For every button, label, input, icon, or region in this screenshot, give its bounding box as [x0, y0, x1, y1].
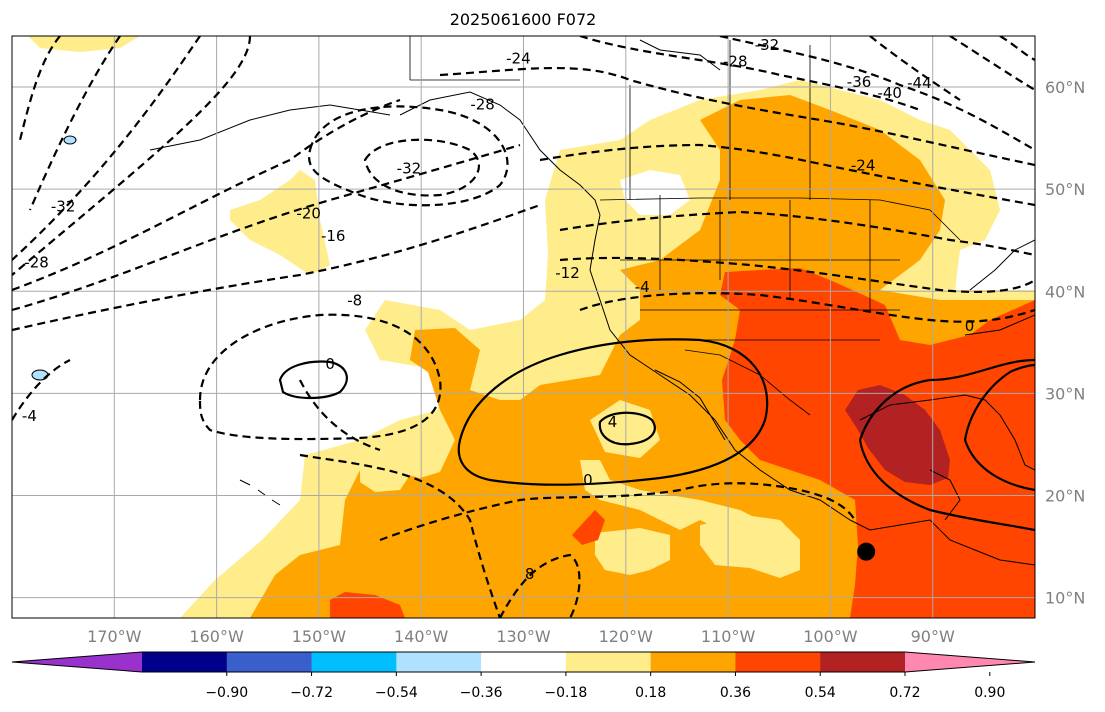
map-area[interactable]: -24-28-32-20-16-12-8-40408-4-28-32-28-32… — [12, 36, 1035, 618]
longitude-tick-label: 170°W — [87, 627, 142, 646]
contours-solid — [278, 338, 1035, 532]
contour-label: -4 — [635, 278, 650, 296]
contour-label: -12 — [555, 264, 580, 282]
contour-label: -36 — [847, 73, 872, 91]
contour-label: -24 — [506, 49, 531, 67]
longitude-labels: 170°W 160°W 150°W 140°W 130°W 120°W 110°W 100°W… — [87, 627, 955, 646]
colorbar-segment — [142, 652, 228, 672]
marker-layer — [857, 542, 876, 561]
longitude-tick-label: 130°W — [496, 627, 551, 646]
contour-label: 0 — [583, 471, 593, 489]
longitude-tick-label: 150°W — [292, 627, 347, 646]
colorbar-tick-label: −0.72 — [290, 685, 333, 701]
coastlines — [149, 39, 1035, 566]
map-frame — [11, 35, 1036, 619]
contours-negative — [12, 36, 1035, 618]
colorbar-segment — [650, 652, 736, 672]
map-title: 2025061600 F072 — [449, 10, 597, 29]
longitude-tick-label: 110°W — [701, 627, 756, 646]
contour-label: -16 — [321, 227, 346, 245]
colorbar-tick-label: −0.54 — [375, 685, 418, 701]
contour-label: -20 — [296, 205, 321, 223]
contour-label: 8 — [525, 565, 535, 583]
colorbar-tick-label: −0.18 — [544, 685, 587, 701]
colorbar-segment — [226, 652, 313, 672]
latitude-tick-label: 20°N — [1045, 486, 1085, 505]
colorbar-segment — [820, 652, 906, 672]
colorbar-segment — [565, 652, 652, 672]
contour-label: -32 — [755, 36, 780, 54]
latitude-tick-label: 10°N — [1045, 589, 1085, 608]
colorbar-segment — [396, 652, 482, 672]
colorbar-segment — [735, 652, 821, 672]
gridlines — [12, 36, 1035, 618]
contour-labels: -24-28-32-20-16-12-8-40408-4-28-32-28-32… — [22, 36, 975, 583]
longitude-tick-label: 140°W — [394, 627, 449, 646]
longitude-tick-label: 100°W — [803, 627, 858, 646]
contour-label: -40 — [877, 84, 902, 102]
colorbar-tick-label: 0.54 — [805, 685, 836, 701]
colorbar-over-arrow — [905, 652, 1035, 672]
colorbar-under-arrow — [12, 652, 142, 672]
contour-label: -24 — [851, 157, 876, 175]
colorbar-outline — [11, 651, 1036, 673]
latitude-tick-label: 60°N — [1045, 78, 1085, 97]
colorbar-segment — [481, 652, 567, 672]
contour-label: -28 — [470, 95, 495, 113]
contour-label: 0 — [325, 355, 335, 373]
contour-label: -8 — [347, 291, 362, 309]
colorbar-tick-label: 0.72 — [889, 685, 920, 701]
longitude-tick-label: 160°W — [189, 627, 244, 646]
colorbar-tick-label: 0.36 — [720, 685, 751, 701]
longitude-tick-label: 120°W — [599, 627, 654, 646]
longitude-tick-label: 90°W — [911, 627, 955, 646]
colorbar-tick-label: −0.36 — [460, 685, 503, 701]
contour-label: -32 — [51, 198, 76, 216]
contour-label: -28 — [24, 254, 49, 272]
location-marker[interactable] — [857, 542, 876, 561]
latitude-labels: 10°N 20°N 30°N 40°N 50°N 60°N — [1045, 78, 1085, 608]
colorbar-tick-label: 0.90 — [974, 685, 1005, 701]
latitude-tick-label: 30°N — [1045, 384, 1085, 403]
latitude-tick-label: 50°N — [1045, 180, 1085, 199]
colorbar-segment — [311, 652, 397, 672]
contour-label: -28 — [723, 53, 748, 71]
colorbar-tick-label: −0.90 — [205, 685, 248, 701]
colorbar-tick-label: 0.18 — [635, 685, 666, 701]
latitude-tick-label: 40°N — [1045, 282, 1085, 301]
colorbar: −0.90 −0.72 −0.54 −0.36 −0.18 0.18 0.36 0.54 0.7… — [11, 651, 1036, 701]
political-borders — [409, 36, 961, 416]
contour-label: -4 — [22, 407, 37, 425]
contour-label: 4 — [608, 413, 618, 431]
contour-label: -44 — [907, 74, 932, 92]
shading-0.72-0.90 — [845, 385, 950, 485]
contour-label: 0 — [965, 317, 975, 335]
contour-label: -32 — [397, 160, 422, 178]
